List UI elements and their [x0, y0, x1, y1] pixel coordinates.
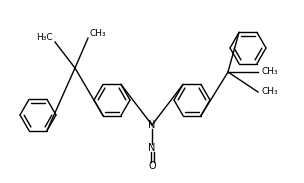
Text: CH₃: CH₃	[261, 68, 278, 76]
Text: CH₃: CH₃	[90, 29, 107, 38]
Text: N: N	[148, 120, 156, 130]
Text: O: O	[148, 161, 156, 171]
Text: CH₃: CH₃	[261, 87, 278, 96]
Text: N: N	[148, 143, 156, 153]
Text: H₃C: H₃C	[36, 33, 53, 42]
